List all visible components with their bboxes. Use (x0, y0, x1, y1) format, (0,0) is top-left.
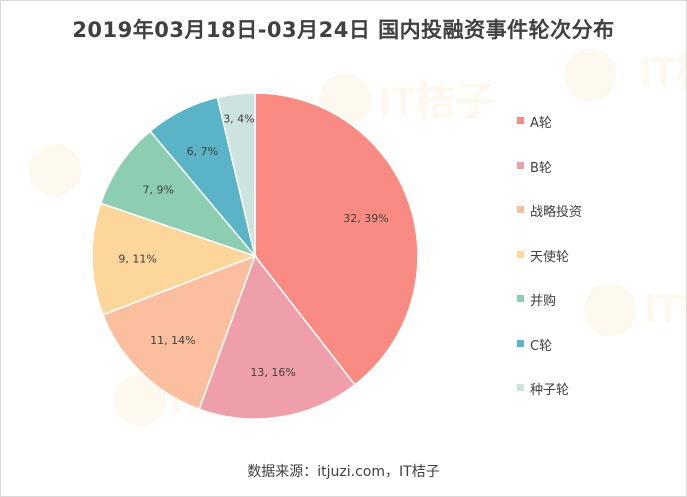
legend-label: B轮 (530, 160, 552, 176)
legend-swatch (517, 161, 524, 169)
slice-data-label: 32, 39% (343, 212, 388, 225)
legend-swatch (517, 339, 524, 347)
legend-swatch (517, 250, 524, 258)
slice-data-label: 9, 11% (118, 252, 156, 265)
legend-item: 并购 (517, 290, 667, 335)
legend-label: 战略投资 (530, 205, 583, 220)
legend-label: A轮 (530, 116, 552, 131)
pie-slice-2 (198, 254, 356, 420)
legend-item: 天使轮 (517, 246, 667, 291)
slice-data-label: 6, 7% (187, 145, 218, 158)
legend-item: B轮 (517, 157, 667, 202)
source-note: 数据来源：itjuzi.com，IT桔子 (247, 464, 440, 480)
legend-item: 种子轮 (517, 379, 667, 424)
slice-data-label: 11, 14% (150, 334, 195, 347)
legend-item: C轮 (517, 335, 667, 380)
legend-label: 天使轮 (530, 249, 570, 265)
legend-item: 战略投资 (517, 201, 667, 246)
legend: A轮 B轮战略投资天使轮并购 C轮种子轮 (517, 112, 667, 424)
pie-slice-3 (101, 254, 257, 411)
legend-item: A轮 (517, 112, 667, 157)
legend-swatch (517, 295, 524, 302)
pie-slice-4 (91, 202, 258, 316)
legend-label: C轮 (530, 338, 553, 354)
slice-data-label: 7, 9% (142, 184, 173, 197)
legend-swatch (517, 206, 524, 213)
legend-label: 并购 (530, 294, 557, 309)
pie-slice-7 (216, 92, 256, 257)
legend-label: 种子轮 (530, 383, 570, 398)
slice-data-label: 13, 16% (250, 366, 295, 379)
slice-data-label: 3, 4% (223, 112, 254, 125)
legend-swatch (517, 117, 524, 124)
legend-swatch (517, 384, 524, 391)
pie-slice-1 (254, 92, 419, 386)
chart-title: 2019年03月18日-03月24日 国内投融资事件轮次分布 (72, 18, 615, 42)
pie-slice-5 (99, 130, 258, 258)
